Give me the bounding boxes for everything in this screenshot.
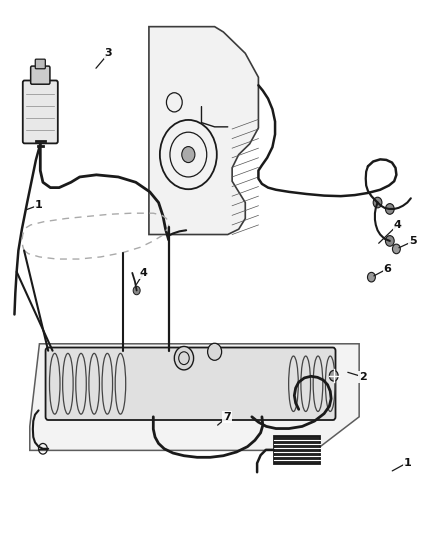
Circle shape <box>392 244 400 254</box>
Circle shape <box>373 197 382 208</box>
FancyBboxPatch shape <box>31 66 50 84</box>
FancyBboxPatch shape <box>46 348 336 420</box>
Text: 1: 1 <box>403 458 411 467</box>
Text: 4: 4 <box>140 268 148 278</box>
Circle shape <box>329 370 338 381</box>
Text: 7: 7 <box>223 413 231 422</box>
Polygon shape <box>30 344 359 450</box>
Text: 6: 6 <box>384 264 392 273</box>
Circle shape <box>385 204 394 214</box>
Text: 1: 1 <box>35 200 42 210</box>
Text: 2: 2 <box>359 372 367 382</box>
Text: 4: 4 <box>394 220 402 230</box>
Polygon shape <box>149 27 258 235</box>
FancyBboxPatch shape <box>23 80 58 143</box>
Circle shape <box>133 286 140 295</box>
Polygon shape <box>274 436 320 464</box>
Circle shape <box>174 346 194 370</box>
FancyBboxPatch shape <box>35 59 46 69</box>
Circle shape <box>385 236 394 246</box>
Circle shape <box>208 343 222 360</box>
Text: 5: 5 <box>409 237 417 246</box>
Text: 3: 3 <box>105 49 113 58</box>
Circle shape <box>367 272 375 282</box>
Circle shape <box>182 147 195 163</box>
